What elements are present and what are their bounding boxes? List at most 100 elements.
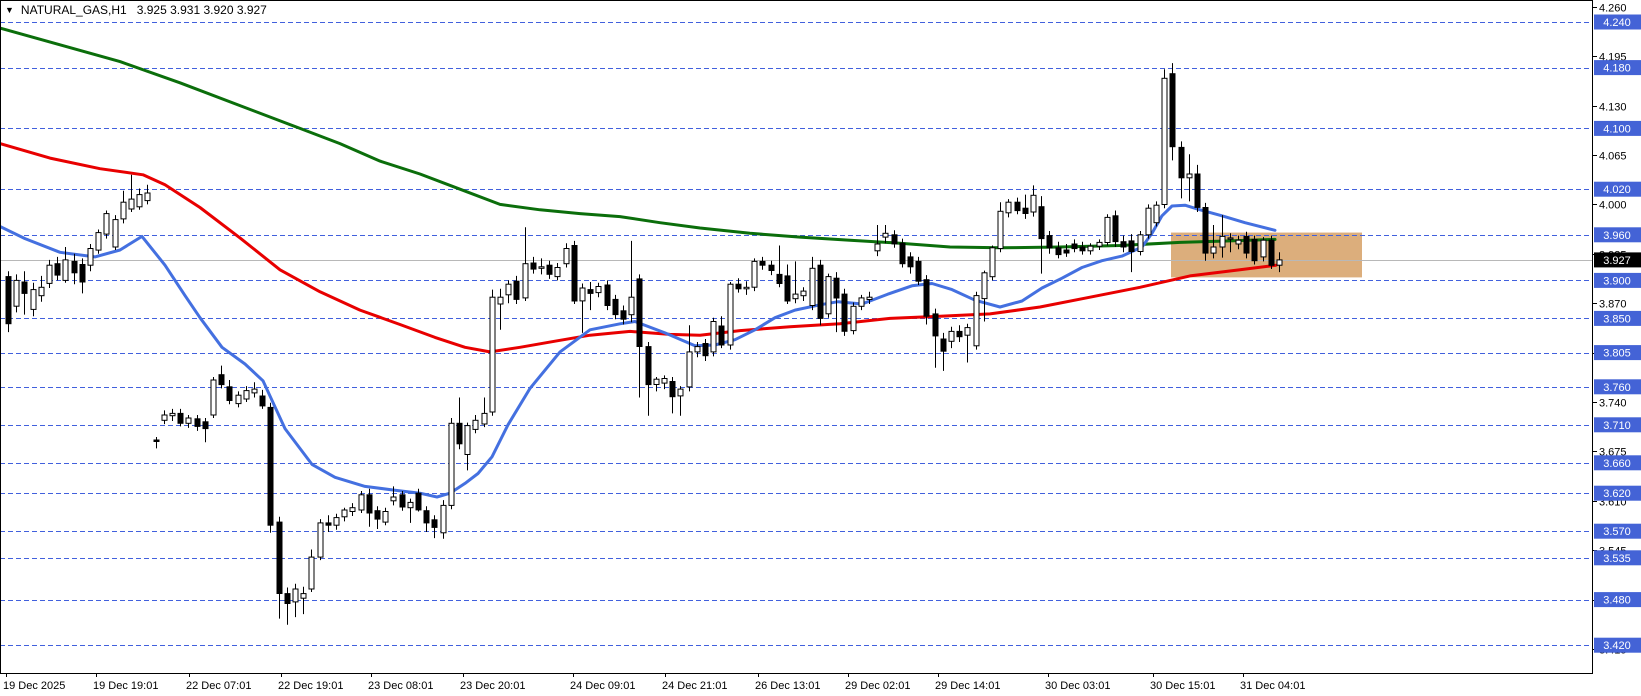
candle-body (1022, 207, 1029, 214)
candle-body (538, 266, 545, 269)
candle-body (513, 280, 520, 300)
candle-body (1014, 201, 1021, 212)
candle-body (153, 439, 160, 442)
candle-body (1210, 246, 1217, 254)
plot-border (0, 0, 1593, 674)
candle-body (899, 242, 906, 265)
level-price-badge (1594, 14, 1641, 30)
candle-body (1046, 235, 1053, 249)
candle-body (218, 374, 225, 386)
time-label: 30 Dec 03:01 (1045, 680, 1110, 692)
level-price-badge (1594, 455, 1641, 471)
candle-body (431, 519, 438, 528)
ohlc-values: 3.925 3.931 3.920 3.927 (136, 3, 267, 17)
candle-body (95, 232, 102, 251)
candle-body (1055, 247, 1062, 256)
candle-body (374, 510, 381, 520)
candle-body (727, 283, 734, 346)
candle-body (571, 245, 578, 302)
candle-body (1251, 238, 1258, 262)
candle-body (718, 325, 725, 346)
level-price-label: 3.960 (1603, 230, 1631, 242)
candle-body (5, 276, 12, 325)
candle-body (349, 507, 356, 513)
price-tick-label: 4.130 (1599, 102, 1627, 114)
candle-body (1005, 201, 1012, 214)
symbol-dropdown-icon[interactable]: ▼ (5, 4, 14, 15)
candle-body (1276, 259, 1283, 266)
candle-body (1120, 241, 1127, 248)
candle-body (776, 273, 783, 284)
price-tick-label: 3.740 (1599, 398, 1627, 410)
candle-body (292, 588, 299, 603)
candle-body (751, 260, 758, 288)
candle-body (579, 287, 586, 302)
candle-body (784, 275, 791, 302)
candle-body (948, 330, 955, 342)
candle-body (235, 394, 242, 405)
candle-body (21, 281, 28, 294)
price-tick-label: 3.870 (1599, 299, 1627, 311)
candle-body (677, 388, 684, 397)
candle-body (768, 264, 775, 272)
candle-body (1096, 241, 1103, 247)
price-tick-label: 4.000 (1599, 200, 1627, 212)
candle-body (358, 494, 365, 511)
candle-body (907, 256, 914, 268)
candle-body (522, 263, 529, 299)
level-price-badge (1594, 227, 1641, 243)
candle-body (915, 260, 922, 282)
ma-mid-red-line (0, 142, 1278, 354)
level-price-label: 3.900 (1603, 275, 1631, 287)
candle-body (800, 290, 807, 297)
candle-body (30, 289, 37, 310)
price-tick-label: 4.260 (1599, 3, 1627, 15)
time-label: 31 Dec 04:01 (1240, 680, 1305, 692)
level-price-badge (1594, 550, 1641, 566)
candle-body (308, 556, 315, 590)
candle-body (1104, 216, 1111, 243)
time-label: 22 Dec 07:01 (186, 680, 251, 692)
candle-body (1128, 240, 1135, 252)
candle-body (464, 425, 471, 456)
candle-body (833, 277, 840, 299)
price-tick-label: 4.065 (1599, 151, 1627, 163)
candle-body (530, 262, 537, 270)
candle-body (128, 198, 135, 210)
candle-body (817, 264, 824, 319)
time-label: 23 Dec 20:01 (460, 680, 525, 692)
candle-body (448, 422, 455, 506)
candle-body (1137, 234, 1144, 253)
candle-body (489, 296, 496, 413)
candle-body (185, 417, 192, 424)
candle-body (792, 293, 799, 300)
candle-body (481, 412, 488, 425)
candle-body (891, 234, 898, 245)
level-price-badge (1594, 523, 1641, 539)
candle-body (505, 283, 512, 296)
candle-body (554, 267, 561, 278)
candle-body (595, 286, 602, 294)
level-price-label: 3.480 (1603, 595, 1631, 607)
time-label: 23 Dec 08:01 (368, 680, 433, 692)
candle-body (825, 276, 832, 315)
candle-body (653, 378, 660, 386)
level-price-label: 4.180 (1603, 63, 1631, 75)
candle-body (1243, 235, 1250, 254)
time-label: 19 Dec 19:01 (93, 680, 158, 692)
ma-slow-green-line (0, 26, 1277, 250)
candle-body (284, 593, 291, 604)
time-label: 24 Dec 21:01 (662, 680, 727, 692)
candle-body (1145, 207, 1152, 236)
candle-body (587, 289, 594, 294)
candle-body (472, 419, 479, 430)
candle-body (1169, 73, 1176, 148)
candle-body (46, 264, 53, 284)
level-price-label: 4.020 (1603, 184, 1631, 196)
candle-body (686, 351, 693, 388)
candle-body (1219, 235, 1226, 248)
candle-body (1112, 215, 1119, 243)
time-label: 26 Dec 13:01 (755, 680, 820, 692)
